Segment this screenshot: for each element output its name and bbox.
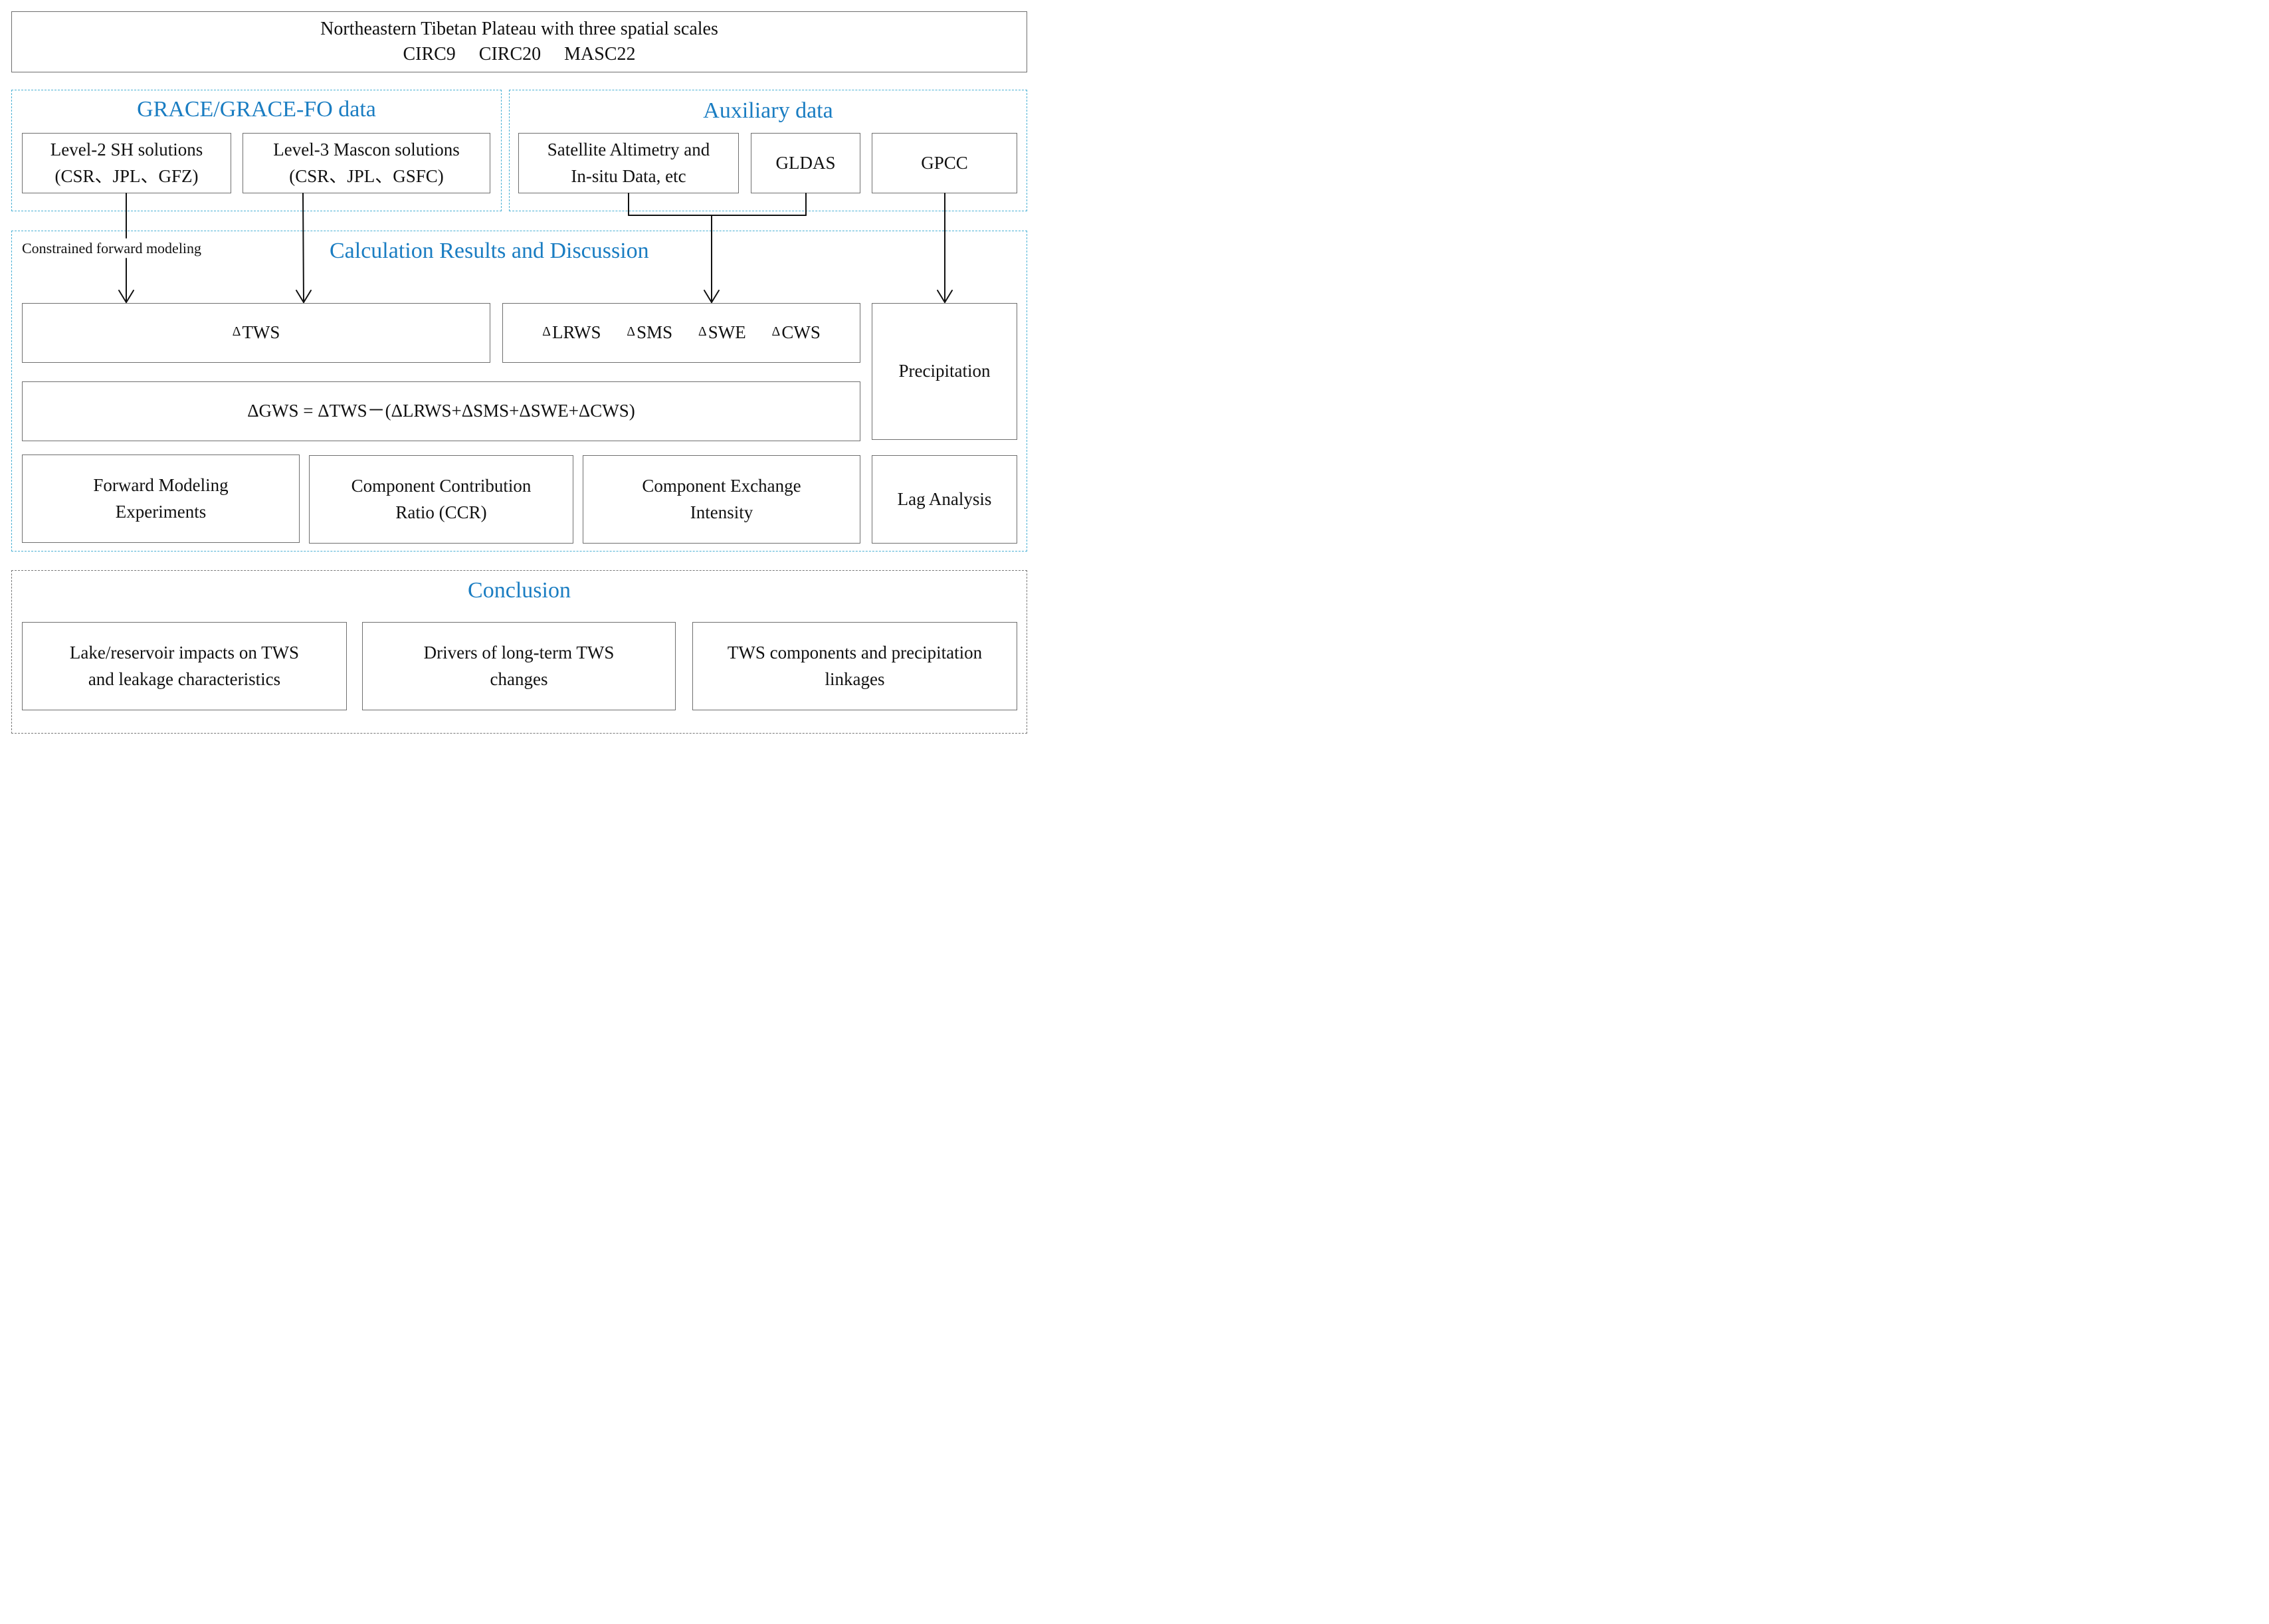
- component-lrws: ΔLRWS: [542, 322, 601, 343]
- delta-symbol: Δ: [232, 324, 241, 340]
- grace-section: [11, 90, 502, 211]
- forward-modeling-line2: Experiments: [115, 501, 207, 522]
- conclusion-linkages-line2: linkages: [825, 668, 885, 689]
- forward-modeling-box: Forward Modeling Experiments: [22, 455, 300, 543]
- header-scales: CIRC9 CIRC20 MASC22: [320, 42, 718, 67]
- altimetry-box: Satellite Altimetry and In-situ Data, et…: [518, 133, 739, 193]
- exchange-intensity-box: Component Exchange Intensity: [583, 455, 860, 544]
- forward-modeling-line1: Forward Modeling: [93, 475, 229, 496]
- components-box: ΔLRWS ΔSMS ΔSWE ΔCWS: [502, 303, 860, 363]
- conclusion-drivers-line1: Drivers of long-term TWS: [423, 643, 615, 663]
- conclusion-item-linkages: TWS components and precipitation linkage…: [692, 622, 1017, 710]
- altimetry-line2: In-situ Data, etc: [571, 165, 686, 186]
- conclusion-lake-line1: Lake/reservoir impacts on TWS: [69, 643, 300, 663]
- scale-circ20: CIRC20: [478, 44, 542, 64]
- arrow-mascon-to-tws: [302, 193, 304, 303]
- conclusion-section-title: Conclusion: [468, 578, 571, 603]
- auxiliary-section-title: Auxiliary data: [703, 98, 833, 123]
- tws-box: ΔTWS: [22, 303, 490, 363]
- altimetry-line1: Satellite Altimetry and: [547, 140, 710, 160]
- exchange-intensity-line2: Intensity: [690, 502, 753, 522]
- header-title: Northeastern Tibetan Plateau with three …: [320, 19, 718, 40]
- tws-text: TWS: [242, 322, 280, 343]
- arrowhead-merge-to-components: [704, 290, 720, 303]
- component-cws: ΔCWS: [771, 322, 821, 343]
- gldas-label: GLDAS: [775, 152, 836, 173]
- lag-analysis-box: Lag Analysis: [872, 455, 1017, 544]
- ccr-line2: Ratio (CCR): [395, 502, 487, 522]
- ccr-box: Component Contribution Ratio (CCR): [309, 455, 573, 544]
- level3-mascon-line2: (CSR、JPL、GSFC): [289, 165, 444, 186]
- gws-equation-box: ΔGWS = ΔTWS－(ΔLRWS+ΔSMS+ΔSWE+ΔCWS): [22, 381, 860, 441]
- level2-sh-line2: (CSR、JPL、GFZ): [54, 165, 199, 186]
- component-sms: ΔSMS: [627, 322, 673, 343]
- gws-equation: ΔGWS = ΔTWS－(ΔLRWS+ΔSMS+ΔSWE+ΔCWS): [247, 401, 635, 421]
- level3-mascon-box: Level-3 Mascon solutions (CSR、JPL、GSFC): [243, 133, 490, 193]
- arrowhead-gpcc-to-precipitation: [937, 290, 953, 303]
- tws-label: ΔTWS: [233, 320, 280, 346]
- precipitation-label: Precipitation: [898, 361, 991, 381]
- grace-section-title: GRACE/GRACE-FO data: [137, 97, 376, 122]
- conclusion-item-lake: Lake/reservoir impacts on TWS and leakag…: [22, 622, 347, 710]
- gpcc-label: GPCC: [921, 152, 968, 173]
- scale-masc22: MASC22: [564, 44, 636, 64]
- component-swe: ΔSWE: [698, 322, 746, 343]
- connector-arrows: [118, 193, 953, 303]
- auxiliary-section: [509, 90, 1027, 211]
- conclusion-lake-line2: and leakage characteristics: [88, 668, 281, 689]
- gldas-box: GLDAS: [751, 133, 860, 193]
- constrained-forward-label: Constrained forward modeling: [22, 240, 202, 256]
- lag-analysis-label: Lag Analysis: [897, 488, 992, 509]
- level2-sh-line1: Level-2 SH solutions: [50, 140, 203, 160]
- precipitation-box: Precipitation: [872, 303, 1017, 440]
- arrowhead-sh-to-tws: [118, 290, 134, 303]
- scale-circ9: CIRC9: [403, 44, 456, 64]
- conclusion-section: [11, 570, 1027, 734]
- calc-section-title: Calculation Results and Discussion: [330, 239, 649, 263]
- conclusion-item-drivers: Drivers of long-term TWS changes: [362, 622, 676, 710]
- level3-mascon-line1: Level-3 Mascon solutions: [273, 140, 460, 160]
- conclusion-drivers-line2: changes: [490, 668, 548, 689]
- exchange-intensity-line1: Component Exchange: [642, 476, 801, 496]
- ccr-line1: Component Contribution: [351, 476, 532, 496]
- conclusion-linkages-line1: TWS components and precipitation: [727, 643, 983, 663]
- gpcc-box: GPCC: [872, 133, 1017, 193]
- header-box: Northeastern Tibetan Plateau with three …: [11, 11, 1027, 72]
- calc-section: [11, 231, 1027, 552]
- arrowhead-mascon-to-tws: [296, 290, 312, 303]
